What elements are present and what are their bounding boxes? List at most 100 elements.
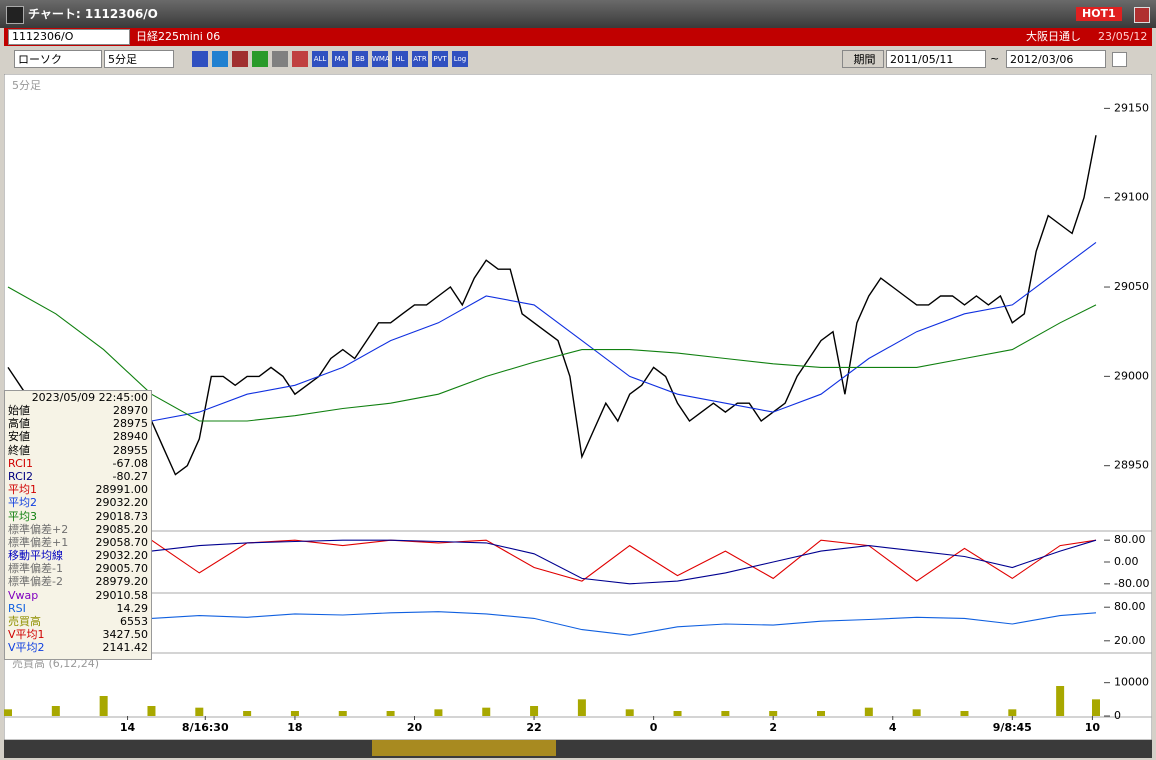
volume-bar (482, 707, 491, 716)
toolbar-icon[interactable]: MA (332, 51, 348, 67)
info-value: 28940 (113, 430, 148, 444)
info-value: 29005.70 (95, 562, 149, 576)
info-label: 売買高 (8, 615, 41, 628)
date-from[interactable]: 2011/05/11 (886, 50, 986, 68)
chart-type-select[interactable]: ローソク (14, 50, 102, 68)
info-label: 平均3 (8, 509, 37, 523)
volume-bar (1092, 699, 1100, 716)
series-line (7, 241, 1097, 476)
series-line (7, 611, 1097, 636)
info-row: 平均1 28991.00 (5, 483, 151, 496)
info-value: 28979.20 (95, 575, 149, 589)
x-tick-label: 0 (650, 721, 658, 734)
volume-bar (195, 707, 204, 716)
volume-bar (147, 706, 156, 716)
y-tick-label: 29000 (1114, 369, 1149, 382)
checkbox[interactable] (1112, 52, 1127, 67)
toolbar-icon[interactable]: WMA (372, 51, 390, 67)
info-row: RCI1 -67.08 (5, 457, 151, 470)
scroll-thumb[interactable] (372, 740, 556, 756)
info-label: 平均1 (8, 483, 37, 497)
toolbar-icon[interactable]: ATR (412, 51, 428, 67)
instrument-name: 日経225mini 06 (136, 30, 221, 43)
toolbar-icon[interactable]: HL (392, 51, 408, 67)
info-row: 平均2 29032.20 (5, 496, 151, 509)
info-value: 28970 (113, 404, 148, 417)
info-label: 標準偏差-1 (8, 562, 63, 576)
y-tick-label: 29150 (1114, 101, 1149, 114)
toolbar-icon[interactable]: ALL (312, 51, 328, 67)
info-label: V平均1 (8, 628, 45, 642)
price-line (7, 135, 1097, 476)
scrollbar[interactable] (4, 740, 1152, 758)
chart: 5分足 28950 29000 29050 29100 29150 80.00 0.00 -80… (4, 74, 1152, 758)
volume-bar (4, 709, 12, 716)
info-datetime: 2023/05/09 22:45:00 (31, 391, 148, 404)
y-tick-label: 28950 (1114, 459, 1149, 472)
info-panel: 2023/05/09 22:45:00 始値 28970 高値 28975 安値 2894… (4, 390, 152, 660)
x-tick-label: 4 (889, 721, 897, 734)
info-row: 標準偏差+1 29058.70 (5, 536, 151, 549)
close-button[interactable] (1134, 7, 1150, 23)
info-row: RSI 14.29 (5, 602, 151, 615)
info-row: 終値 28955 (5, 444, 151, 457)
volume-bar (1008, 709, 1017, 716)
toolbar-icon[interactable]: PVT (432, 51, 448, 67)
interval-select[interactable]: 5分足 (104, 50, 174, 68)
series-line (7, 286, 1097, 422)
volume-bar (386, 711, 395, 716)
info-label: 標準偏差-2 (8, 575, 63, 589)
y-tick-label: -80.00 (1114, 577, 1149, 590)
toolbar-icon (292, 51, 308, 67)
info-label: RSI (8, 601, 26, 615)
x-tick-label: 2 (769, 721, 777, 734)
chart-background (4, 74, 1152, 741)
app-icon (6, 6, 24, 24)
info-value: -67.08 (112, 456, 148, 470)
info-value: 28975 (113, 417, 148, 431)
info-value: 29010.58 (95, 588, 149, 602)
info-row: 平均3 29018.73 (5, 510, 151, 523)
volume-bar (673, 711, 682, 716)
volume-bar (99, 696, 108, 716)
info-value: 29085.20 (95, 522, 149, 536)
series-line (7, 539, 1097, 585)
toolbar-icon (212, 51, 228, 67)
tilde: ~ (990, 52, 1000, 65)
info-value: 29058.70 (95, 535, 149, 549)
y-tick-label: 80.00 (1114, 533, 1146, 546)
volume-bar (243, 711, 252, 716)
x-tick-label: 18 (287, 721, 302, 734)
info-label: 始値 (8, 404, 30, 417)
window-title: チャート: 1112306/O (28, 7, 158, 21)
title-bar: チャート: 1112306/O HOT1 (0, 0, 1156, 28)
volume-bar (1056, 686, 1065, 716)
info-row: V平均2 2141.42 (5, 641, 151, 654)
toolbar-icon (252, 51, 268, 67)
date-to[interactable]: 2012/03/06 (1006, 50, 1106, 68)
series-line (7, 539, 1097, 582)
volume-bar (434, 709, 443, 716)
y-tick-label: 80.00 (1114, 600, 1146, 613)
info-row: 高値 28975 (5, 417, 151, 430)
info-row: 標準偏差+2 29085.20 (5, 523, 151, 536)
hot-badge[interactable]: HOT1 (1076, 7, 1122, 21)
info-label: 安値 (8, 430, 30, 444)
volume-bar (51, 706, 60, 716)
info-value: 29032.20 (95, 496, 149, 510)
volume-bar (721, 711, 730, 716)
volume-bar (577, 699, 586, 716)
info-label: 高値 (8, 417, 30, 431)
toolbar-icon[interactable]: BB (352, 51, 368, 67)
x-tick-label: 8/16:30 (182, 721, 229, 734)
header-row: 1112306/O 日経225mini 06 大阪日通し 23/05/12 (4, 28, 1152, 46)
info-value: -80.27 (112, 469, 148, 483)
info-row: V平均1 3427.50 (5, 628, 151, 641)
code-select[interactable]: 1112306/O (8, 29, 130, 45)
panel-title: 5分足 (12, 79, 41, 92)
period-button[interactable]: 期間 (842, 50, 884, 68)
y-tick-label: 10000 (1114, 676, 1149, 689)
info-value: 3427.50 (102, 628, 149, 642)
toolbar-icon[interactable]: Log (452, 51, 468, 67)
